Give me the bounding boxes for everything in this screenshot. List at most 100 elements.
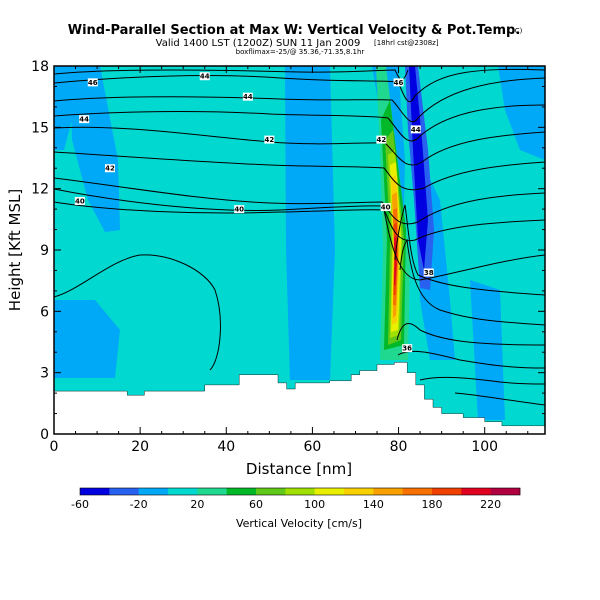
contour-label: 44 (200, 73, 210, 81)
x-tick-label: 100 (471, 439, 498, 455)
x-tick-label: 0 (50, 439, 59, 455)
y-tick-label: 12 (31, 182, 49, 198)
isentrope-40-upper (54, 188, 545, 242)
colorbar-swatch (402, 488, 433, 495)
chart-info-line: boxflimax=-25/@ 35.36,-71.35,8.1hr (236, 48, 365, 56)
isentrope-36-lee (396, 322, 545, 346)
downdraft-region-far-right (498, 66, 545, 160)
plot-area (54, 66, 545, 434)
contour-label: 44 (411, 126, 421, 134)
colorbar-swatch (314, 488, 345, 495)
x-tick-label: 60 (304, 439, 322, 455)
contour-label-bg (199, 72, 210, 81)
colorbar-swatch (256, 488, 286, 495)
contour-label: 42 (105, 165, 115, 173)
colorbar-swatch (461, 488, 491, 495)
chart-subtitle-tag: [18hrl cst@2308z] (374, 39, 439, 47)
contour-label-bg (380, 203, 391, 212)
colorbar-frame (79, 487, 521, 496)
isentrope-44-lower (54, 104, 545, 142)
isentrope-38-lee (394, 204, 545, 296)
downdraft-region-left (70, 66, 120, 232)
isentrope-38 (54, 254, 221, 371)
downdraft-region-centre (285, 66, 335, 380)
contour-label: 42 (376, 136, 386, 144)
contour-label: 36 (402, 345, 412, 353)
contour-label-bg (74, 196, 85, 205)
colorbar-ticks: -60 -20 20 60 100 140 180 220 (71, 498, 501, 511)
contour-label: 42 (264, 136, 274, 144)
contour-label-bg (423, 268, 434, 277)
downdraft-region-lower-left (54, 300, 120, 378)
y-tick-label: 15 (31, 120, 49, 136)
contour-label: 46 (394, 79, 404, 87)
colorbar-tick-label: -20 (130, 498, 148, 511)
contour-label: 40 (234, 206, 244, 214)
isentrope-42-upper (54, 126, 545, 166)
x-axis-label: Distance [nm] (246, 460, 352, 478)
contour-label-bg (87, 78, 98, 87)
colorbar-swatch (109, 488, 139, 495)
colorbar-swatch (490, 488, 521, 495)
isentrope-33-lee (454, 392, 545, 406)
colorbar-swatch (80, 488, 110, 495)
downdraft-region-lower-right (470, 280, 505, 420)
isentrope-42-lower (54, 177, 545, 225)
colorbar-swatch (285, 488, 315, 495)
isentrope-40 (54, 201, 545, 281)
contour-label: 46 (88, 79, 98, 87)
isentrope-42 (54, 151, 545, 191)
contour-label-bg (402, 344, 413, 353)
y-tick-label: 3 (40, 366, 49, 382)
chart-subtitle: Valid 1400 LST (1200Z) SUN 11 Jan 2009 (156, 38, 361, 49)
contour-label-bg (234, 205, 245, 214)
colorbar-swatch (138, 488, 169, 495)
colorbar-label: Vertical Velocity [cm/s] (236, 517, 362, 530)
colorbar-swatch (168, 488, 198, 495)
y-axis-label: Height [Kft MSL] (6, 189, 24, 311)
colorbar-swatch (344, 488, 374, 495)
contour-label-bg (79, 115, 90, 124)
y-tick-label: 18 (31, 59, 49, 75)
contour-label: 44 (243, 93, 253, 101)
contour-labels: 46 44 44 44 42 42 42 40 40 40 46 44 38 36 (74, 72, 434, 353)
x-tick-label: 80 (390, 439, 408, 455)
contour-label-bg (410, 125, 421, 134)
chart-title: Wind-Parallel Section at Max W: Vertical… (68, 23, 521, 38)
contour-label: 44 (79, 116, 89, 124)
colorbar-swatch (226, 488, 257, 495)
colorbar-swatch (432, 488, 462, 495)
colorbar-tick-label: 100 (304, 498, 325, 511)
y-tick-label: 6 (40, 304, 49, 320)
isentrope-37-lee (399, 238, 545, 326)
isentrope-44-upper (54, 68, 545, 103)
x-axis-ticks: 0 20 40 60 80 100 (50, 66, 529, 455)
isentrope-46 (54, 69, 409, 81)
colorbar-tick-label: 180 (422, 498, 443, 511)
y-tick-label: 9 (40, 243, 49, 259)
x-tick-label: 40 (217, 439, 235, 455)
colorbar-tick-label: -60 (71, 498, 89, 511)
contour-label: 40 (381, 204, 391, 212)
isentrope-44 (54, 77, 545, 123)
terrain (54, 362, 545, 434)
colorbar-tick-label: 20 (190, 498, 204, 511)
colorbar-tick-label: 140 (363, 498, 384, 511)
colorbar (79, 487, 521, 496)
contour-label: 40 (75, 197, 85, 205)
contour-label-bg (104, 164, 115, 173)
chart-title-tag: (C) (512, 27, 523, 35)
colorbar-tick-label: 220 (480, 498, 501, 511)
x-tick-label: 20 (131, 439, 149, 455)
contour-label-bg (264, 135, 275, 144)
contour-label-bg (393, 78, 404, 87)
downdraft-region-upper-left (54, 66, 72, 150)
vertical-velocity-field (54, 66, 545, 434)
contour-label-bg (242, 92, 253, 101)
colorbar-swatch (373, 488, 403, 495)
contour-label-bg (376, 135, 387, 144)
colorbar-swatch (197, 488, 227, 495)
contour-label: 38 (424, 269, 434, 277)
